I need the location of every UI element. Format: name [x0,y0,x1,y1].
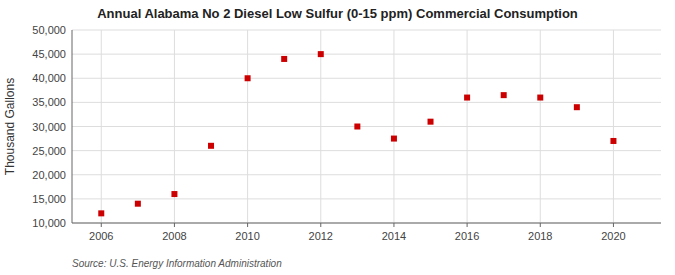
y-grid-line [72,30,661,31]
x-tick-mark [101,223,102,227]
x-tick-mark [540,223,541,227]
y-grid-line [72,223,661,224]
x-grid-line [320,30,321,223]
x-grid-line [467,30,468,223]
point [574,104,580,110]
point [245,75,251,81]
x-tick-mark [247,223,248,227]
title: Annual Alabama No 2 Diesel Low Sulfur (0… [97,6,578,21]
y-grid-line [72,174,661,175]
x-grid-line [393,30,394,223]
x-tick-label: 2012 [309,230,333,242]
x-tick-label: 2006 [89,230,113,242]
x-tick-mark [467,223,468,227]
y-axis-label: Thousand Gallons [3,78,17,175]
chart-svg: Annual Alabama No 2 Diesel Low Sulfur (0… [0,0,675,275]
y-grid-line [72,150,661,151]
x-grid-line [540,30,541,223]
x-axis-line [72,223,661,224]
x-tick-mark [613,223,614,227]
y-grid-line [72,126,661,127]
point [391,136,397,142]
y-axis-line [72,30,73,223]
y-grid-line [72,198,661,199]
y-tick-label: 50,000 [32,24,66,36]
y-tick-label: 30,000 [32,121,66,133]
y-tick-label: 35,000 [32,96,66,108]
y-grid-line [72,54,661,55]
y-tick-label: 10,000 [32,217,66,229]
point [610,138,616,144]
x-tick-label: 2010 [235,230,259,242]
y-tick-label: 20,000 [32,169,66,181]
x-tick-label: 2020 [601,230,625,242]
x-tick-label: 2008 [162,230,186,242]
x-tick-mark [320,223,321,227]
source-note: Source: U.S. Energy Information Administ… [72,258,282,269]
x-tick-mark [393,223,394,227]
point [318,51,324,57]
grid [72,30,661,223]
x-tick-mark [174,223,175,227]
y-tick-label: 25,000 [32,145,66,157]
axes: 10,000 15,000 20,000 25,000 30,000 35,000 40,0… [32,24,661,242]
y-tick-label: 40,000 [32,72,66,84]
x-grid-line [613,30,614,223]
x-tick-label: 2016 [455,230,479,242]
point [501,92,507,98]
point [171,191,177,197]
y-grid-line [72,78,661,79]
point [208,143,214,149]
x-tick-label: 2018 [528,230,552,242]
point [281,56,287,62]
background [0,0,675,275]
data-points [98,51,616,216]
x-grid-line [101,30,102,223]
x-grid-line [247,30,248,223]
point [428,119,434,125]
point [537,95,543,101]
x-tick-label: 2014 [382,230,406,242]
y-tick-label: 45,000 [32,48,66,60]
chart-container: Annual Alabama No 2 Diesel Low Sulfur (0… [0,0,675,275]
y-tick-label: 15,000 [32,193,66,205]
y-grid-line [72,102,661,103]
point [98,210,104,216]
point [354,124,360,130]
point [464,95,470,101]
point [135,201,141,207]
